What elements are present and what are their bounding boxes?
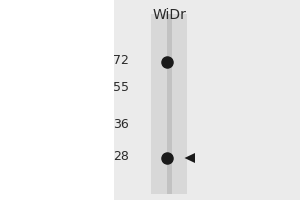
Text: 55: 55: [113, 81, 129, 94]
Text: WiDr: WiDr: [153, 8, 186, 22]
Text: 28: 28: [113, 150, 129, 162]
Bar: [152, 14, 188, 194]
Text: 72: 72: [113, 53, 129, 66]
Bar: [114, 0, 300, 200]
Polygon shape: [184, 153, 195, 163]
Bar: [167, 14, 172, 194]
Text: 36: 36: [113, 117, 129, 130]
